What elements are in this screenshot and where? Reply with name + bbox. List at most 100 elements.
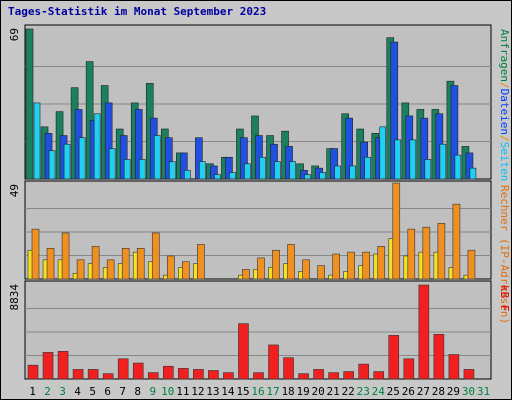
bar-seiten-17 <box>274 161 281 180</box>
x-tick-label-11: 11 <box>176 385 189 398</box>
bar-hosts-1-2 <box>46 248 55 280</box>
bar-hosts-1-18 <box>287 244 295 280</box>
x-tick-label-6: 6 <box>104 385 111 398</box>
top-legend: Anfragen/Dateien/Seiten <box>498 29 511 181</box>
bar-seiten-2 <box>48 150 56 180</box>
bar-seiten-16 <box>259 156 266 180</box>
bar-kb-16 <box>253 372 264 380</box>
bar-dateien-29 <box>450 85 459 180</box>
bar-seiten-8 <box>138 159 146 180</box>
x-tick-label-3: 3 <box>59 385 66 398</box>
bar-dateien-6 <box>104 102 113 180</box>
bar-kb-8 <box>132 362 144 380</box>
x-tick-label-1: 1 <box>29 385 36 398</box>
middle-legend: Rechner (IP-Adressen) <box>498 185 511 324</box>
x-tick-label-23: 23 <box>357 385 370 398</box>
x-tick-label-10: 10 <box>161 385 174 398</box>
bar-dateien-21 <box>330 148 338 180</box>
bar-kb-11 <box>178 368 189 380</box>
x-tick-label-15: 15 <box>236 385 249 398</box>
bar-kb-25 <box>388 335 400 380</box>
bar-seiten-12 <box>199 161 206 180</box>
bar-seiten-29 <box>454 154 462 180</box>
legend-entry: Seiten <box>498 142 511 182</box>
bar-dateien-7 <box>119 135 128 180</box>
bar-kb-22 <box>343 371 354 380</box>
bar-seiten-13 <box>214 174 221 180</box>
bar-kb-23 <box>358 363 370 380</box>
bar-kb-9 <box>147 372 159 380</box>
bar-dateien-14 <box>225 156 233 180</box>
x-tick-label-4: 4 <box>74 385 81 398</box>
bar-seiten-6 <box>108 148 116 180</box>
bar-hosts-1-8 <box>136 248 145 280</box>
bar-hosts-1-24 <box>377 246 386 280</box>
bottom-ymax-label: 8834 <box>8 284 21 311</box>
bar-hosts-1-23 <box>362 251 371 280</box>
bar-seiten-14 <box>229 172 236 180</box>
bar-seiten-5 <box>93 113 101 180</box>
bar-seiten-3 <box>63 143 71 180</box>
bar-kb-3 <box>57 351 69 380</box>
bar-kb-28 <box>433 334 445 380</box>
bar-seiten-20 <box>319 172 326 180</box>
bar-seiten-28 <box>439 143 447 180</box>
bar-kb-19 <box>298 373 309 380</box>
bar-kb-7 <box>117 358 129 380</box>
bar-kb-10 <box>162 365 174 380</box>
middle-ymax-label: 49 <box>8 184 21 197</box>
bar-hosts-1-6 <box>106 259 115 280</box>
bar-hosts-1-7 <box>121 248 130 280</box>
bar-hosts-1-10 <box>166 255 175 280</box>
bar-hosts-1-11 <box>182 261 190 280</box>
bar-seiten-30 <box>469 167 477 180</box>
bar-seiten-21 <box>334 165 341 180</box>
bar-seiten-15 <box>244 163 251 180</box>
bar-hosts-1-5 <box>91 246 100 280</box>
x-tick-label-30: 30 <box>462 385 475 398</box>
bar-kb-18 <box>283 357 294 380</box>
legend-entry: / <box>498 135 511 142</box>
bar-seiten-7 <box>123 159 131 180</box>
bar-hosts-1-25 <box>392 182 401 280</box>
bar-dateien-13 <box>210 165 218 180</box>
x-tick-label-26: 26 <box>402 385 415 398</box>
x-tick-label-21: 21 <box>327 385 340 398</box>
x-tick-label-20: 20 <box>312 385 325 398</box>
bar-hosts-1-17 <box>272 249 280 280</box>
x-tick-label-9: 9 <box>149 385 156 398</box>
legend-entry: Rechner (IP-Adressen) <box>498 185 511 324</box>
x-tick-label-31: 31 <box>477 385 490 398</box>
bar-seiten-23 <box>364 156 372 180</box>
bar-kb-14 <box>223 372 234 380</box>
bar-hosts-1-15 <box>242 269 250 280</box>
x-tick-label-29: 29 <box>447 385 460 398</box>
x-tick-label-27: 27 <box>417 385 430 398</box>
bar-kb-27 <box>418 284 430 380</box>
bar-seiten-27 <box>424 159 432 180</box>
bar-hosts-1-4 <box>76 259 85 280</box>
bar-kb-1 <box>27 364 39 380</box>
x-tick-label-22: 22 <box>342 385 355 398</box>
bar-hosts-1-12 <box>197 244 205 280</box>
x-tick-label-25: 25 <box>387 385 400 398</box>
bar-kb-12 <box>193 369 204 380</box>
bar-kb-17 <box>268 344 279 380</box>
x-tick-label-14: 14 <box>221 385 235 398</box>
x-tick-label-7: 7 <box>119 385 126 398</box>
legend-entry: Anfragen <box>498 29 511 82</box>
bar-hosts-1-30 <box>467 249 476 280</box>
bar-dateien-27 <box>420 117 429 180</box>
bar-seiten-9 <box>153 135 161 180</box>
bar-dateien-10 <box>164 137 173 180</box>
bar-hosts-1-20 <box>317 265 325 280</box>
bar-seiten-19 <box>304 174 311 180</box>
bar-hosts-1-19 <box>302 259 310 280</box>
x-tick-label-18: 18 <box>281 385 294 398</box>
bar-hosts-1-22 <box>347 251 355 280</box>
bar-hosts-1-29 <box>452 203 461 280</box>
bar-seiten-25 <box>394 139 402 180</box>
bar-dateien-15 <box>240 137 248 180</box>
